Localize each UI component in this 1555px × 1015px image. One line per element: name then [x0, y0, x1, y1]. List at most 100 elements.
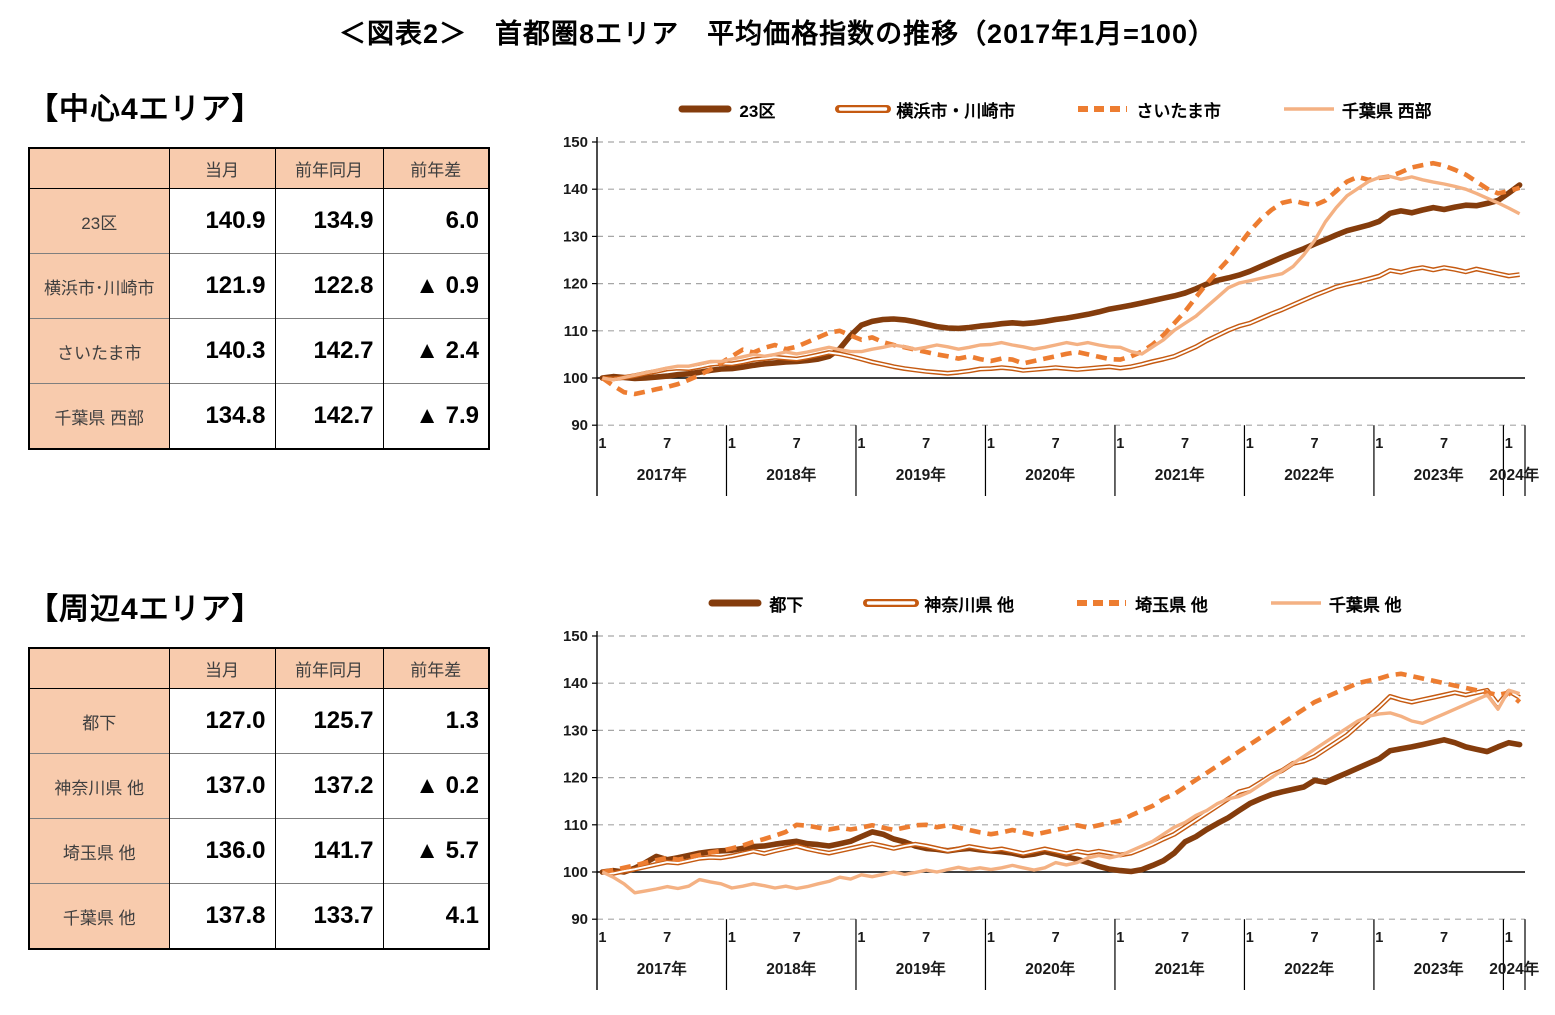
value-current: 137.8: [168, 883, 276, 949]
legend-item-千葉県 西部: 千葉県 西部: [1281, 97, 1432, 122]
row-label: 横浜市･川崎市: [28, 253, 170, 319]
year-label: 2018年: [766, 465, 816, 484]
month-tick-label: 7: [1311, 930, 1319, 946]
year-label: 2021年: [1155, 959, 1205, 978]
legend-item-千葉県 他: 千葉県 他: [1268, 591, 1402, 616]
year-label: 2018年: [766, 959, 816, 978]
month-tick-label: 1: [857, 436, 865, 452]
series-line-横浜市・川崎市: [602, 265, 1520, 382]
month-tick-label: 1: [598, 436, 606, 452]
y-tick-label: 150: [563, 134, 588, 151]
table-row: 千葉県 西部 134.8 142.7 ▲ 7.9: [28, 383, 490, 449]
col-header-current: 当月: [168, 648, 276, 689]
value-current: 121.9: [168, 253, 276, 319]
y-tick-label: 90: [571, 911, 588, 928]
table-row: 23区 140.9 134.9 6.0: [28, 188, 490, 254]
month-tick-label: 7: [793, 436, 801, 452]
table-row: 埼玉県 他 136.0 141.7 ▲ 5.7: [28, 818, 490, 884]
legend-label: 千葉県 他: [1328, 595, 1402, 615]
value-current: 127.0: [168, 688, 276, 754]
month-tick-label: 1: [728, 930, 736, 946]
legend-label: 都下: [769, 595, 804, 615]
month-tick-label: 1: [987, 930, 995, 946]
value-current: 140.9: [168, 188, 276, 254]
month-tick-label: 7: [793, 930, 801, 946]
series-line-千葉県 他: [601, 688, 1521, 895]
value-diff: ▲ 7.9: [382, 383, 490, 449]
legend-swatch-dashed: [1078, 106, 1128, 112]
table-header-row: 当月 前年同月 前年差: [28, 148, 490, 189]
value-diff: ▲ 0.2: [382, 753, 490, 819]
legend-item-都下: 都下: [708, 591, 803, 616]
month-tick-label: 7: [922, 930, 930, 946]
month-tick-label: 7: [1181, 436, 1189, 452]
month-tick-label: 7: [1052, 436, 1060, 452]
corner-cell: [28, 648, 170, 689]
y-tick-label: 90: [571, 417, 588, 434]
month-tick-label: 1: [987, 436, 995, 452]
month-tick-label: 7: [1440, 930, 1448, 946]
year-label: 2024年: [1489, 465, 1539, 484]
month-tick-label: 7: [1311, 436, 1319, 452]
table-row: 横浜市･川崎市 121.9 122.8 ▲ 0.9: [28, 253, 490, 319]
plot-area: 90 100 110 120 130 140 150 1 7 1 7 1 7 1 7 1 7 1 7 1 7 1 2017年…: [555, 618, 1555, 1006]
col-header-prev-year: 前年同月: [274, 648, 384, 689]
month-tick-label: 1: [728, 436, 736, 452]
value-prev-year: 137.2: [274, 753, 384, 819]
chart-legend: 23区 横浜市・川崎市 さいたま市 千葉県 西部: [555, 94, 1555, 124]
row-label: 千葉県 西部: [28, 383, 170, 449]
legend-label: さいたま市: [1136, 101, 1221, 121]
value-prev-year: 142.7: [274, 318, 384, 384]
legend-swatch-thin: [1283, 107, 1334, 111]
table-row: 千葉県 他 137.8 133.7 4.1: [28, 883, 490, 949]
table-row: さいたま市 140.3 142.7 ▲ 2.4: [28, 318, 490, 384]
col-header-diff: 前年差: [382, 148, 490, 189]
month-tick-label: 1: [1505, 930, 1513, 946]
month-tick-label: 1: [1116, 930, 1124, 946]
series-line-さいたま市: [601, 160, 1521, 397]
legend-label: 神奈川県 他: [924, 595, 1015, 615]
series-line-神奈川県 他: [602, 687, 1521, 876]
value-prev-year: 142.7: [274, 383, 384, 449]
index-table-center4: 当月 前年同月 前年差 23区 140.9 134.9 6.0 横浜市･川崎市 …: [28, 147, 490, 450]
series-line-千葉県 西部: [602, 174, 1521, 382]
legend-label: 埼玉県 他: [1135, 595, 1208, 615]
month-tick-label: 1: [1246, 436, 1254, 452]
corner-cell: [28, 148, 170, 189]
legend-item-さいたま市: さいたま市: [1075, 97, 1221, 122]
year-label: 2017年: [637, 959, 687, 978]
y-tick-label: 110: [564, 323, 588, 340]
month-tick-label: 1: [1375, 436, 1383, 452]
value-prev-year: 125.7: [274, 688, 384, 754]
legend-swatch-dashed: [1077, 600, 1127, 606]
legend-swatch-thick: [678, 105, 732, 113]
legend-item-23区: 23区: [678, 97, 775, 122]
value-diff: 1.3: [382, 688, 490, 754]
y-tick-label: 140: [563, 675, 588, 692]
chart-legend: 都下 神奈川県 他 埼玉県 他 千葉県 他: [555, 588, 1555, 618]
legend-item-横浜市・川崎市: 横浜市・川崎市: [835, 97, 1015, 122]
year-label: 2023年: [1414, 465, 1464, 484]
year-label: 2022年: [1284, 465, 1334, 484]
table-header-row: 当月 前年同月 前年差: [28, 648, 490, 689]
year-label: 2019年: [896, 465, 946, 484]
series-line-23区: [599, 182, 1523, 382]
value-diff: ▲ 2.4: [382, 318, 490, 384]
year-label: 2021年: [1155, 465, 1205, 484]
section-surround4: 【周辺4エリア】 当月 前年同月 前年差 都下 127.0 125.7 1.3: [28, 584, 490, 950]
legend-swatch-double: [835, 105, 892, 113]
page-title: ＜図表2＞ 首都圏8エリア 平均価格指数の推移（2017年1月=100）: [339, 19, 1216, 49]
value-diff: 4.1: [382, 883, 490, 949]
month-tick-label: 1: [1375, 930, 1383, 946]
col-header-diff: 前年差: [382, 648, 490, 689]
row-label: 23区: [28, 188, 170, 254]
table-row: 神奈川県 他 137.0 137.2 ▲ 0.2: [28, 753, 490, 819]
month-tick-label: 1: [598, 930, 606, 946]
legend-swatch-thick: [708, 599, 762, 607]
value-prev-year: 122.8: [274, 253, 384, 319]
index-table-surround4: 当月 前年同月 前年差 都下 127.0 125.7 1.3 神奈川県 他 13…: [28, 647, 490, 950]
row-label: 神奈川県 他: [28, 753, 170, 819]
legend-swatch-double: [863, 599, 920, 607]
series-line-埼玉県 他: [602, 671, 1522, 875]
month-tick-label: 7: [663, 436, 671, 452]
